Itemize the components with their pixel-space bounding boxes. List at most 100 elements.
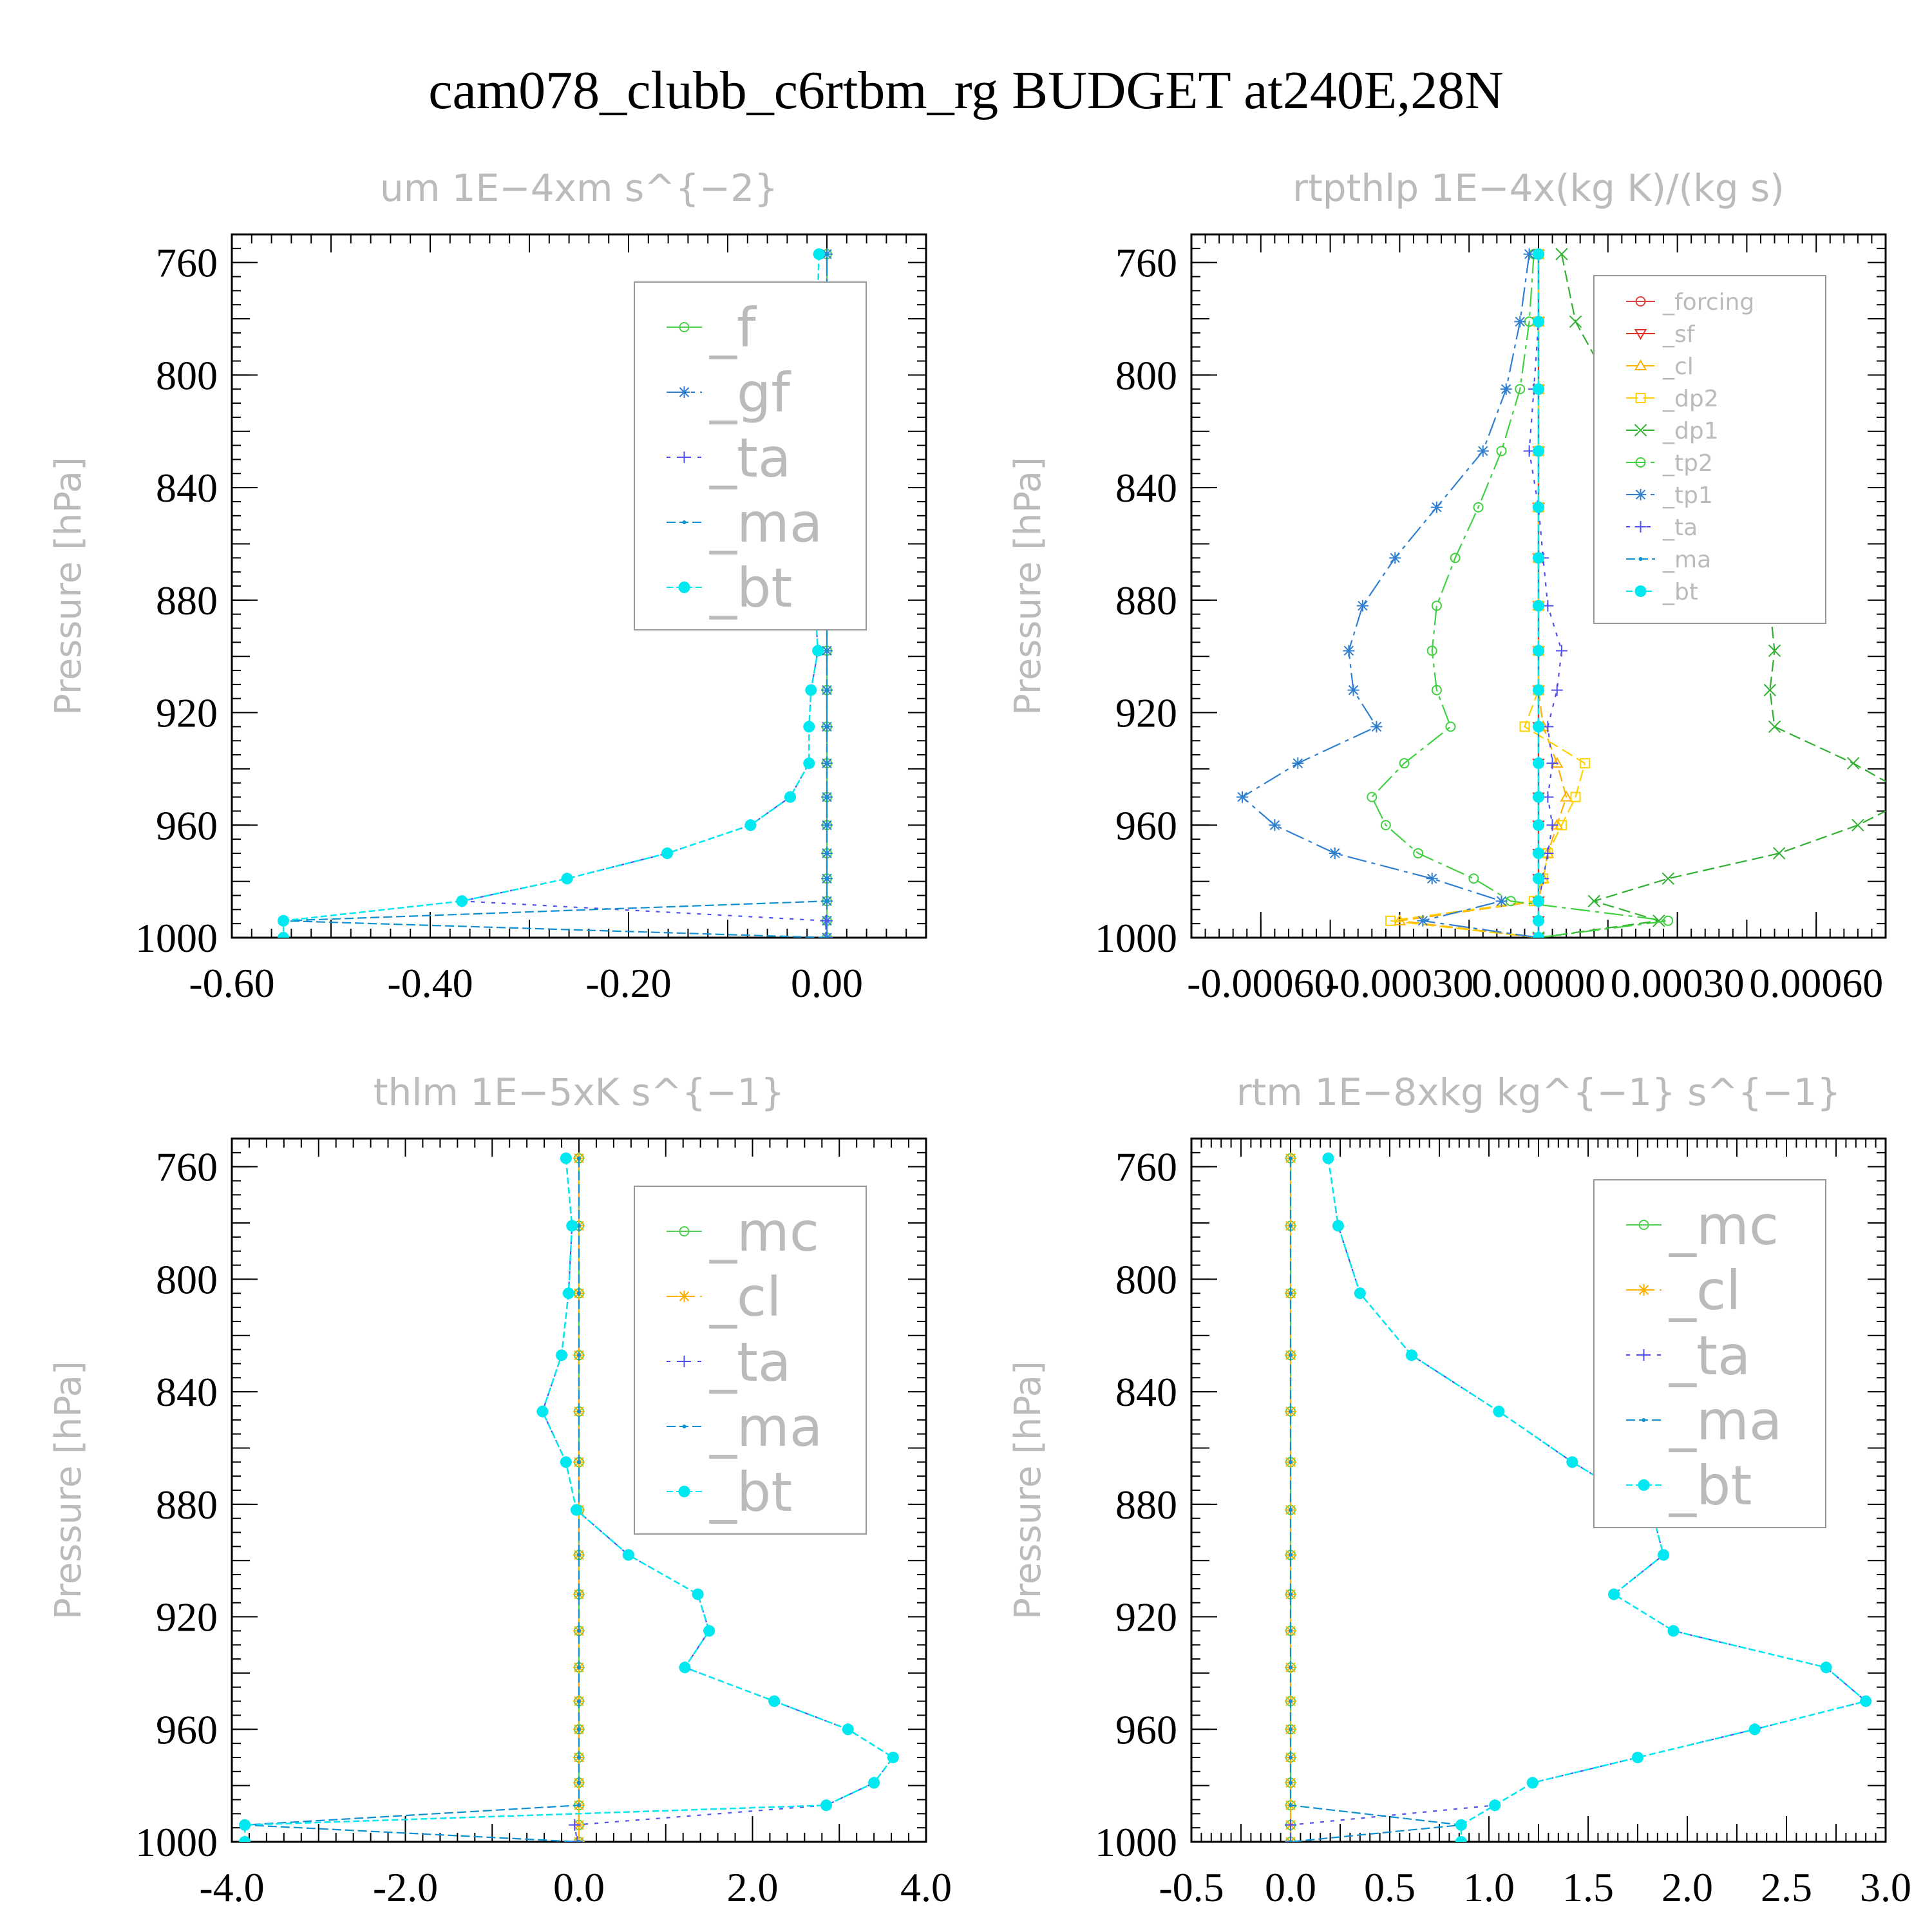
data-point bbox=[1533, 819, 1544, 831]
y-tick-label: 1000 bbox=[135, 915, 218, 961]
y-tick-label: 840 bbox=[156, 1369, 218, 1415]
legend-marker bbox=[1635, 296, 1646, 307]
legend-marker bbox=[678, 1486, 690, 1497]
legend-label: _cl bbox=[1662, 354, 1694, 380]
y-tick-label: 800 bbox=[1115, 1256, 1177, 1302]
data-point bbox=[1399, 758, 1410, 769]
legend-box bbox=[634, 281, 867, 630]
data-point bbox=[1533, 445, 1544, 457]
legend-marker bbox=[1634, 359, 1647, 370]
data-point bbox=[562, 1287, 574, 1300]
x-tick-label: 2.0 bbox=[727, 1864, 779, 1910]
legend-box bbox=[634, 1186, 867, 1535]
data-point bbox=[812, 645, 824, 657]
data-point bbox=[1292, 757, 1304, 770]
legend-label: _ma bbox=[709, 1396, 822, 1459]
data-point bbox=[1347, 684, 1359, 696]
y-tick-label: 840 bbox=[1115, 465, 1177, 511]
x-tick-label: 0.00060 bbox=[1749, 960, 1883, 1006]
legend-marker bbox=[1634, 521, 1647, 533]
data-point bbox=[577, 1665, 581, 1670]
data-point bbox=[1329, 847, 1341, 859]
data-point bbox=[1430, 501, 1443, 513]
y-tick-label: 960 bbox=[156, 1707, 218, 1752]
data-point bbox=[622, 1549, 634, 1561]
data-point bbox=[1500, 383, 1512, 395]
data-point bbox=[1455, 1819, 1467, 1831]
data-point bbox=[577, 1755, 581, 1759]
data-point bbox=[1566, 1456, 1578, 1468]
legend-marker bbox=[679, 1226, 690, 1236]
data-point bbox=[887, 1751, 899, 1763]
data-point bbox=[1289, 1699, 1293, 1703]
series-layer bbox=[239, 1152, 899, 1842]
data-point bbox=[1289, 1291, 1293, 1296]
data-point bbox=[825, 688, 829, 692]
data-point bbox=[1546, 757, 1558, 770]
series-ta bbox=[1523, 248, 1567, 938]
y-axis-label: Pressure [hPa] bbox=[48, 457, 90, 715]
data-point bbox=[1431, 600, 1442, 611]
legend-label: _mc bbox=[1669, 1194, 1779, 1257]
series-line-tp1 bbox=[1241, 254, 1539, 938]
y-tick-label: 800 bbox=[156, 352, 218, 398]
data-point bbox=[825, 761, 829, 766]
x-tick-label: 1.0 bbox=[1463, 1864, 1515, 1910]
x-tick-label: 0.00000 bbox=[1472, 960, 1605, 1006]
data-point bbox=[1533, 316, 1544, 328]
data-point bbox=[1560, 790, 1573, 802]
y-tick-label: 920 bbox=[156, 1595, 218, 1640]
y-tick-label: 800 bbox=[156, 1256, 218, 1302]
series-line-bt bbox=[243, 1158, 895, 1842]
data-point bbox=[1285, 1819, 1296, 1831]
data-point bbox=[1653, 914, 1665, 927]
data-point bbox=[577, 1156, 581, 1160]
data-point bbox=[1852, 819, 1864, 831]
data-point bbox=[1533, 791, 1544, 803]
data-point bbox=[1322, 1152, 1334, 1164]
data-point bbox=[1289, 1803, 1293, 1808]
data-point bbox=[278, 932, 290, 938]
y-tick-label: 840 bbox=[156, 465, 218, 511]
data-point bbox=[1285, 1836, 1296, 1842]
x-tick-label: -0.00060 bbox=[1187, 960, 1334, 1006]
panel-title: rtm 1E−8xkg kg^{−1} s^{−1} bbox=[1236, 1070, 1841, 1114]
series-line-tp2 bbox=[1370, 254, 1669, 938]
data-point bbox=[825, 795, 829, 799]
data-point bbox=[1587, 895, 1600, 907]
data-point bbox=[577, 1629, 581, 1633]
series-line-ma bbox=[245, 1158, 580, 1842]
plot-frame bbox=[231, 233, 927, 939]
y-tick-label: 880 bbox=[1115, 578, 1177, 623]
data-point bbox=[703, 1625, 715, 1637]
data-point bbox=[803, 757, 815, 770]
data-point bbox=[1533, 248, 1544, 260]
x-tick-label: -0.40 bbox=[387, 960, 473, 1006]
data-point bbox=[1455, 1836, 1467, 1842]
data-point bbox=[560, 1152, 572, 1164]
data-point bbox=[820, 932, 832, 938]
panel-title: thlm 1E−5xK s^{−1} bbox=[374, 1070, 785, 1114]
data-point bbox=[577, 1409, 581, 1414]
data-point bbox=[1658, 1549, 1670, 1561]
series-layer bbox=[1236, 247, 1886, 938]
data-point bbox=[1489, 1799, 1501, 1812]
data-point bbox=[278, 914, 290, 927]
series-tp1 bbox=[1236, 248, 1544, 938]
data-point bbox=[577, 1592, 581, 1596]
data-point bbox=[577, 1553, 581, 1557]
data-point bbox=[577, 1353, 581, 1358]
data-point bbox=[1289, 1629, 1293, 1633]
data-point bbox=[825, 899, 829, 904]
legend-label: _cl bbox=[1669, 1259, 1741, 1322]
data-point bbox=[825, 876, 829, 881]
legend-marker bbox=[678, 582, 690, 593]
legend-marker bbox=[1638, 1284, 1650, 1296]
data-point bbox=[577, 1781, 581, 1785]
legend-marker bbox=[1635, 457, 1646, 468]
series-bt bbox=[1322, 1152, 1872, 1842]
data-point bbox=[571, 1836, 583, 1842]
figure-title: cam078_clubb_c6rtbm_rg BUDGET at240E,28N bbox=[428, 61, 1504, 120]
axis-ticks bbox=[1191, 234, 1886, 938]
data-point bbox=[1380, 820, 1391, 831]
